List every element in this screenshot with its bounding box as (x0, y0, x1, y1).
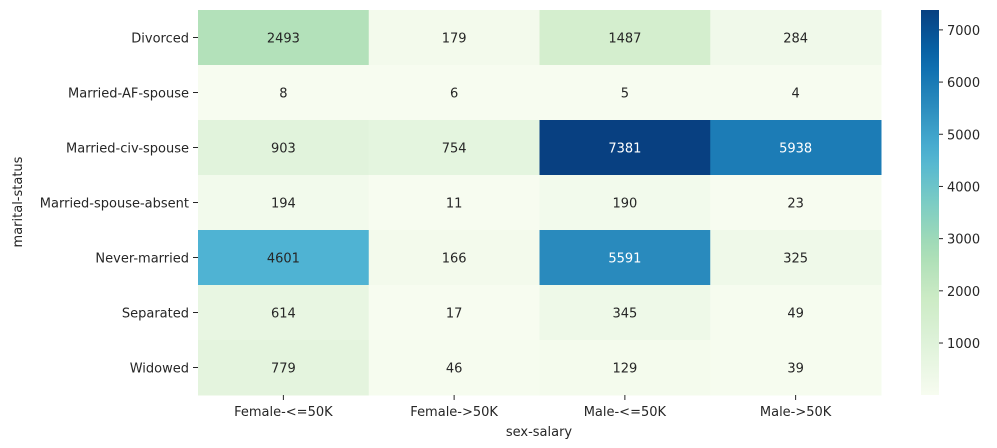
colorbar-tick-label: 2000 (947, 285, 980, 300)
cell-value-label: 49 (787, 307, 804, 322)
y-tick-label: Divorced (131, 32, 189, 47)
y-tick-label: Married-civ-spouse (66, 142, 189, 157)
colorbar (921, 10, 939, 395)
x-tick-label: Female->50K (410, 405, 498, 420)
cell-value-label: 39 (787, 362, 804, 377)
colorbar-tick-label: 4000 (947, 180, 980, 195)
cell-value-label: 8 (279, 87, 287, 102)
colorbar-tick-label: 6000 (947, 76, 980, 91)
colorbar-ticks: 1000 2000 3000 4000 5000 6000 7000 (939, 24, 980, 352)
cell-value-label: 345 (612, 307, 637, 322)
heatmap-cell (198, 340, 370, 396)
heatmap-cell (368, 10, 540, 66)
cell-value-label: 17 (446, 307, 463, 322)
heatmap-cell (710, 10, 882, 66)
cell-value-label: 614 (271, 307, 296, 322)
x-tick-labels: Female-<=50K Female->50K Male-<=50K Male->5… (234, 395, 832, 420)
cell-value-label: 1487 (608, 32, 641, 47)
heatmap-cell (539, 285, 711, 341)
cell-value-label: 779 (271, 362, 296, 377)
heatmap-cell (198, 285, 370, 341)
y-tick-label: Widowed (130, 362, 189, 377)
heatmap-cells: 2493 179 1487 284 8 6 5 4 903 754 7381 5938 194 11 190… (198, 10, 882, 396)
heatmap-cell (710, 230, 882, 286)
cell-value-label: 179 (442, 32, 467, 47)
colorbar-tick-label: 1000 (947, 337, 980, 352)
heatmap-cell (368, 230, 540, 286)
heatmap-cell (710, 285, 882, 341)
colorbar-tick-label: 5000 (947, 128, 980, 143)
cell-value-label: 284 (783, 32, 808, 47)
heatmap-cell (539, 230, 711, 286)
cell-value-label: 129 (612, 362, 637, 377)
cell-value-label: 325 (783, 252, 808, 267)
heatmap-cell (198, 10, 370, 66)
cell-value-label: 5938 (779, 142, 812, 157)
heatmap-cell (198, 120, 370, 176)
cell-value-label: 4601 (267, 252, 300, 267)
cell-value-label: 194 (271, 197, 296, 212)
x-tick-label: Male->50K (760, 405, 832, 420)
cell-value-label: 754 (442, 142, 467, 157)
cell-value-label: 5591 (608, 252, 641, 267)
y-tick-label: Married-AF-spouse (68, 87, 189, 102)
x-axis-title: sex-salary (506, 425, 573, 440)
heatmap-cell (539, 175, 711, 231)
heatmap-cell (539, 10, 711, 66)
cell-value-label: 7381 (608, 142, 641, 157)
heatmap-cell (539, 120, 711, 176)
heatmap-cell (198, 230, 370, 286)
y-tick-label: Never-married (95, 252, 189, 267)
cell-value-label: 46 (446, 362, 463, 377)
cell-value-label: 2493 (267, 32, 300, 47)
cell-value-label: 6 (450, 87, 458, 102)
heatmap-cell (710, 120, 882, 176)
heatmap-cell (539, 65, 711, 121)
heatmap-cell (368, 175, 540, 231)
x-tick-label: Female-<=50K (234, 405, 333, 420)
heatmap-cell (368, 65, 540, 121)
y-tick-label: Married-spouse-absent (40, 197, 189, 212)
heatmap-cell (710, 340, 882, 396)
heatmap-cell (198, 65, 370, 121)
heatmap-cell (710, 175, 882, 231)
x-tick-label: Male-<=50K (584, 405, 667, 420)
cell-value-label: 11 (446, 197, 463, 212)
cell-value-label: 166 (442, 252, 467, 267)
y-tick-labels: Divorced Married-AF-spouse Married-civ-spo… (40, 32, 198, 377)
colorbar-tick-label: 3000 (947, 233, 980, 248)
heatmap-cell (368, 120, 540, 176)
heatmap-cell (539, 340, 711, 396)
y-tick-label: Separated (122, 307, 189, 322)
cell-value-label: 190 (612, 197, 637, 212)
cell-value-label: 903 (271, 142, 296, 157)
cell-value-label: 4 (791, 87, 799, 102)
heatmap-cell (368, 285, 540, 341)
heatmap-cell (198, 175, 370, 231)
y-axis-title: marital-status (11, 156, 26, 247)
cell-value-label: 23 (787, 197, 804, 212)
heatmap-cell (710, 65, 882, 121)
cell-value-label: 5 (621, 87, 629, 102)
colorbar-tick-label: 7000 (947, 24, 980, 39)
heatmap-cell (368, 340, 540, 396)
